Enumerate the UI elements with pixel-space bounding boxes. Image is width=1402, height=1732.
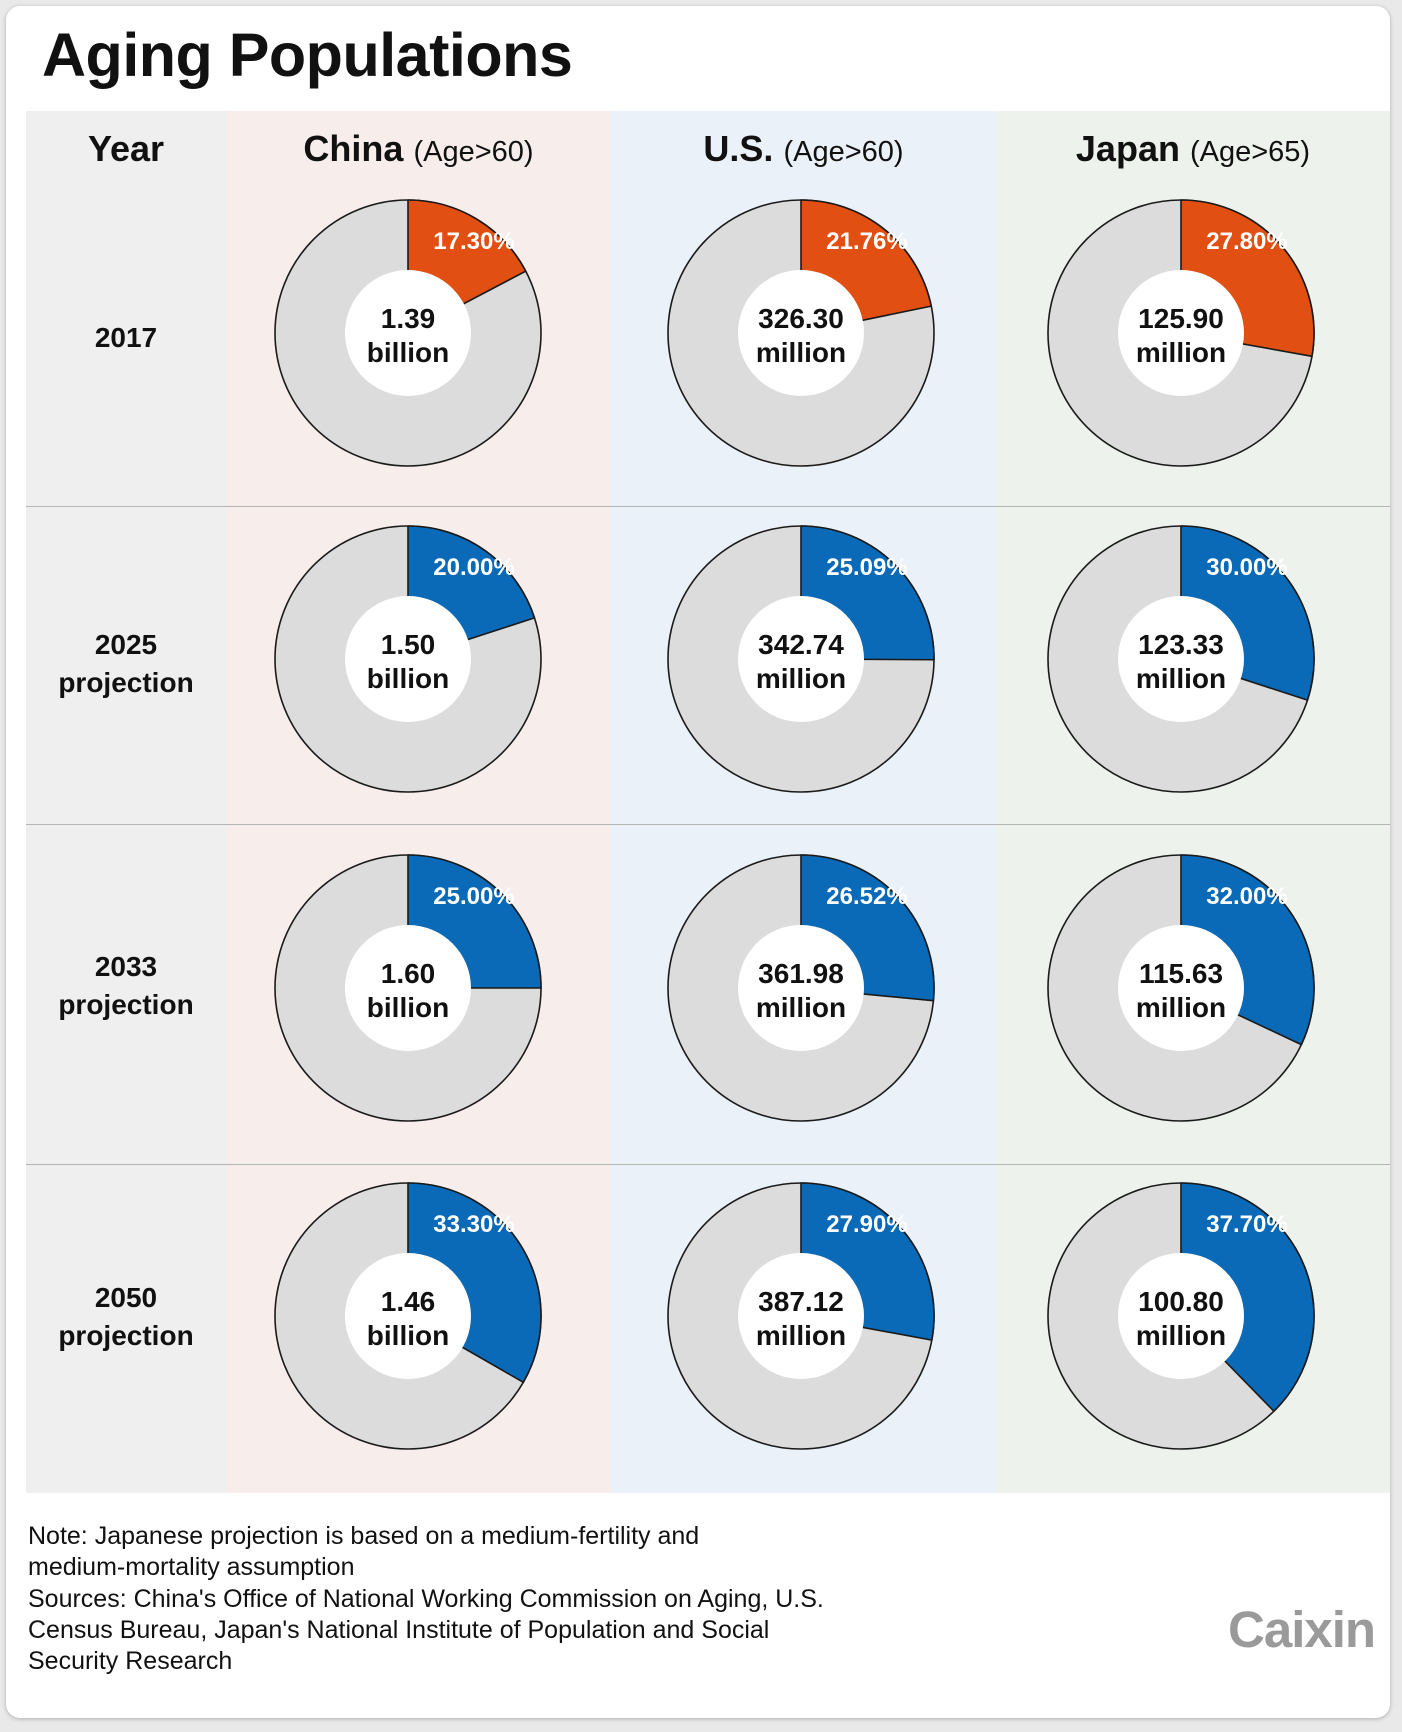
donut-hole [738, 1253, 864, 1379]
sources-line: Security Research [28, 1647, 233, 1675]
row-label-projection: projection [58, 989, 194, 1020]
caixin-logo: Caixin [1228, 1601, 1376, 1658]
percent-label: 30.00% [1206, 554, 1287, 581]
china-age: (Age>60) [413, 136, 534, 168]
us-age: (Age>60) [783, 136, 904, 168]
percent-label: 27.80% [1206, 228, 1287, 255]
donut-hole [1118, 270, 1244, 396]
population-unit: million [756, 992, 846, 1023]
row-label-projection: projection [58, 1320, 194, 1351]
donut-hole [1118, 596, 1244, 722]
population-value: 387.12 [758, 1286, 844, 1317]
note-line: Note: Japanese projection is based on a … [28, 1522, 700, 1550]
population-unit: million [756, 1320, 846, 1351]
row-label-year: 2025 [94, 629, 158, 660]
percent-label: 17.30% [433, 228, 514, 255]
japan-age: (Age>65) [1189, 136, 1311, 168]
population-value: 361.98 [758, 958, 844, 989]
percent-label: 33.30% [433, 1211, 514, 1238]
us-name: U.S. [703, 128, 774, 169]
japan-header: Japan (Age>65) [996, 128, 1390, 170]
row-label-2050: 2050 projection [26, 1279, 226, 1355]
population-unit: billion [367, 337, 449, 368]
sources-text: Sources: China's Office of National Work… [28, 1584, 824, 1677]
note-text: Note: Japanese projection is based on a … [28, 1521, 699, 1583]
year-column-background [26, 111, 226, 1493]
percent-label: 26.52% [826, 883, 907, 910]
row-label-2017: 2017 [26, 319, 226, 357]
percent-label: 32.00% [1206, 883, 1287, 910]
donut-hole [345, 270, 471, 396]
row-divider [26, 824, 1390, 825]
population-value: 115.63 [1139, 958, 1223, 989]
population-value: 326.30 [758, 303, 844, 334]
population-unit: million [1136, 992, 1226, 1023]
donut-hole [1118, 1253, 1244, 1379]
donut-hole [345, 925, 471, 1051]
population-unit: million [1136, 337, 1226, 368]
population-value: 100.80 [1138, 1286, 1224, 1317]
sources-line: Census Bureau, Japan's National Institut… [28, 1616, 770, 1644]
row-label-projection: projection [58, 667, 194, 698]
row-divider [26, 1164, 1390, 1165]
percent-label: 25.09% [826, 554, 907, 581]
population-value: 342.74 [758, 629, 844, 660]
percent-label: 27.90% [826, 1211, 907, 1238]
population-value: 1.46 [381, 1286, 436, 1317]
population-unit: billion [367, 663, 449, 694]
population-value: 125.90 [1138, 303, 1224, 334]
sources-line: Sources: China's Office of National Work… [28, 1585, 824, 1613]
note-line: medium-mortality assumption [28, 1553, 355, 1581]
donut-hole [738, 925, 864, 1051]
year-header: Year [87, 128, 165, 169]
population-unit: billion [367, 992, 449, 1023]
row-label-year: 2033 [94, 951, 158, 982]
row-label-2033: 2033 projection [26, 948, 226, 1024]
row-divider [26, 506, 1390, 507]
page-title: Aging Populations [42, 21, 573, 89]
china-name: China [303, 128, 404, 169]
population-unit: billion [367, 1320, 449, 1351]
population-unit: million [1136, 663, 1226, 694]
donut-hole [345, 1253, 471, 1379]
donut-hole [738, 596, 864, 722]
infographic-card: Aging Populations Year China (Age>60) U.… [6, 6, 1390, 1718]
population-unit: million [1136, 1320, 1226, 1351]
donut-chart-grid: 17.30%1.39billion20.00%1.50billion25.00%… [274, 199, 1315, 1450]
population-value: 1.39 [381, 303, 436, 334]
percent-label: 21.76% [826, 228, 907, 255]
population-value: 1.50 [381, 629, 436, 660]
population-unit: million [756, 337, 846, 368]
row-label-year: 2017 [94, 322, 158, 353]
donut-hole [345, 596, 471, 722]
row-label-year: 2050 [94, 1282, 158, 1313]
us-header: U.S. (Age>60) [611, 128, 996, 170]
donut-hole [1118, 925, 1244, 1051]
percent-label: 37.70% [1206, 1211, 1287, 1238]
population-value: 123.33 [1138, 629, 1224, 660]
donut-hole [738, 270, 864, 396]
percent-label: 20.00% [433, 554, 514, 581]
pie-slice-aged [1180, 1182, 1315, 1413]
population-unit: million [756, 663, 846, 694]
china-header: China (Age>60) [226, 128, 611, 170]
population-value: 1.60 [381, 958, 436, 989]
row-label-2025: 2025 projection [26, 626, 226, 702]
percent-label: 25.00% [433, 883, 514, 910]
japan-name: Japan [1075, 128, 1180, 169]
